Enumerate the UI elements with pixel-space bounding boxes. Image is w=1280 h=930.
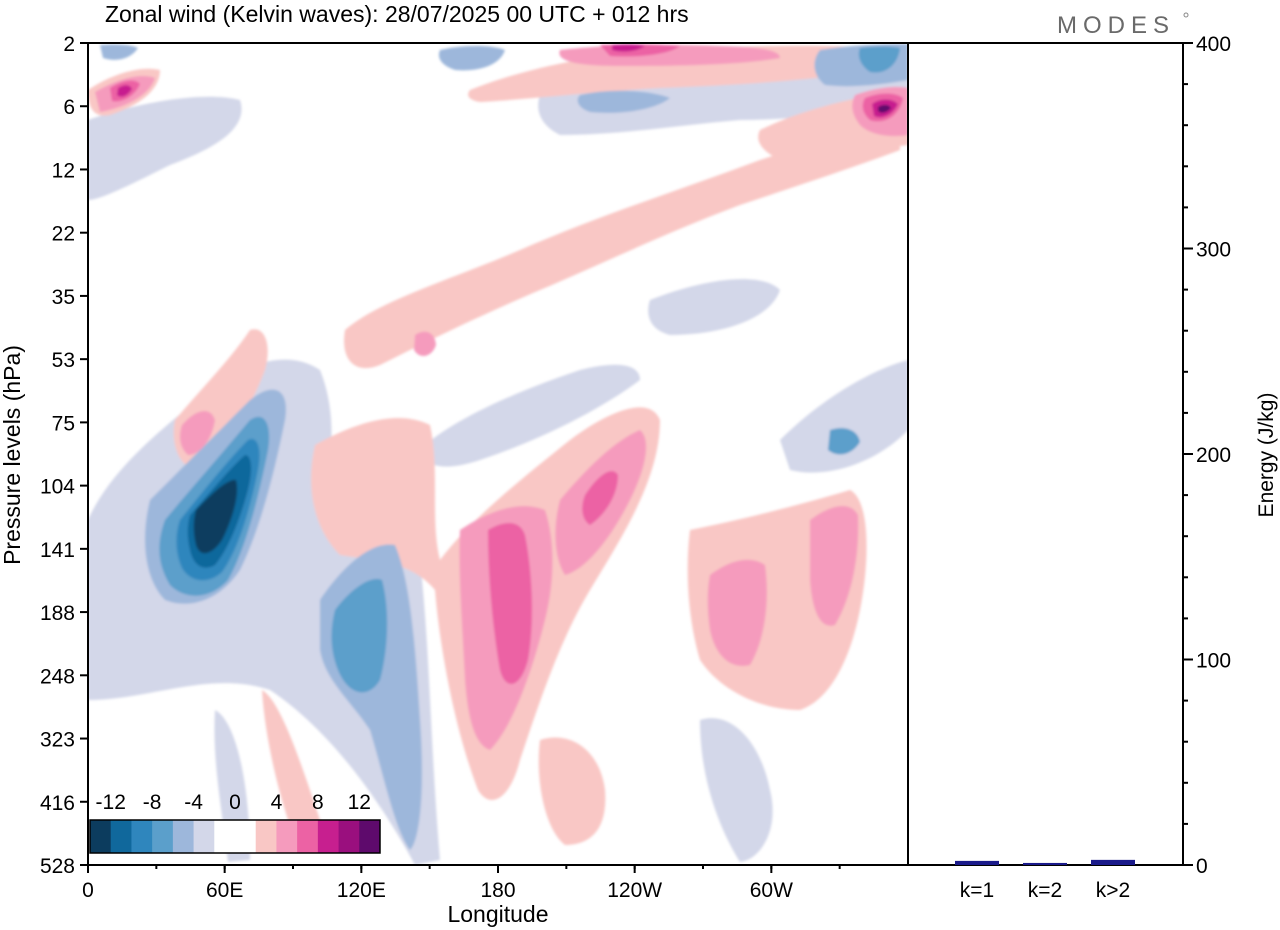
y-tick-label: 2 [63, 33, 75, 56]
x-tick-label: 180 [480, 879, 515, 902]
energy-axis-title: Energy (J/kg) [1255, 393, 1278, 518]
pos-core-right-2 [810, 505, 859, 626]
energy-category-label: k>2 [1096, 879, 1130, 902]
neg-region-right-small [828, 428, 860, 455]
brand-mark [1183, 12, 1189, 18]
x-tick-label: 120E [337, 879, 386, 902]
x-axis-title: Longitude [447, 901, 548, 927]
energy-bar [955, 860, 999, 865]
x-tick-label: 60E [206, 879, 243, 902]
energy-tick-label: 100 [1196, 650, 1231, 673]
colorbar-cell [359, 820, 381, 853]
energy-category-label: k=2 [1028, 879, 1062, 902]
colorbar: -12 -8 -4 0 4 8 12 [89, 791, 381, 854]
colorbar-cell [152, 820, 174, 853]
energy-tick-label: 400 [1196, 33, 1231, 56]
colorbar-frame [89, 819, 381, 854]
neg-core-lower-mid [331, 579, 388, 693]
y-tick-label: 6 [63, 96, 75, 119]
pos-core-small [414, 331, 436, 357]
y-tick-label: 416 [40, 792, 75, 815]
field-shapes [88, 44, 908, 865]
energy-tick-label: 0 [1196, 855, 1208, 878]
pos-region-diagonal-band [344, 130, 900, 369]
neg-region-mid [420, 364, 640, 467]
x-tick-label: 60W [750, 879, 793, 902]
y-tick-label: 188 [40, 602, 75, 625]
energy-tick-label: 300 [1196, 239, 1231, 262]
chart-title: Zonal wind (Kelvin waves): 28/07/2025 00… [105, 1, 689, 27]
neg-region-top-mid [438, 45, 505, 71]
x-tick-label: 0 [82, 879, 94, 902]
colorbar-label: 12 [348, 791, 371, 814]
y-tick-label: 53 [52, 349, 75, 372]
energy-bars [955, 859, 1135, 865]
neg-core-top-right [858, 46, 900, 73]
pos-core-inner-2 [582, 471, 618, 525]
y-tick-label: 75 [52, 412, 75, 435]
heatmap-x-axis: 0 60E 120E 180 120W 60W [82, 865, 841, 902]
energy-bar [1091, 859, 1135, 865]
pos-core-deep-3 [612, 44, 645, 52]
energy-bar [1023, 862, 1067, 865]
neg-region-row6 [577, 90, 670, 113]
colorbar-cell [338, 820, 360, 853]
y-tick-label: 141 [40, 539, 75, 562]
colorbar-cell [131, 820, 153, 853]
contour-field [88, 44, 908, 865]
pos-region-lower-left [262, 690, 323, 851]
neg-region-strip [648, 279, 780, 335]
colorbar-cell [235, 820, 257, 853]
colorbar-label: -4 [184, 791, 203, 814]
colorbar-cell [214, 820, 236, 853]
y-axis-title: Pressure levels (hPa) [0, 345, 25, 565]
pos-core-deep-2 [117, 85, 132, 97]
colorbar-label: 4 [271, 791, 283, 814]
pos-core-right [707, 559, 767, 666]
colorbar-cell [317, 820, 340, 853]
colorbar-cell [193, 820, 215, 853]
y-tick-label: 104 [40, 476, 75, 499]
brand-logo: MODES [1057, 12, 1175, 39]
pos-core-left [180, 410, 215, 455]
pos-region-upper-band [468, 45, 870, 102]
colorbar-label: -12 [96, 791, 126, 814]
energy-tick-label: 200 [1196, 444, 1231, 467]
neg-region-upper-left [88, 96, 242, 200]
colorbar-cell [90, 820, 112, 853]
colorbar-cell [172, 820, 195, 853]
pos-region-lower-small [538, 737, 606, 845]
neg-region-top-left [100, 44, 138, 60]
colorbar-label: 0 [229, 791, 241, 814]
y-tick-label: 12 [52, 159, 75, 182]
colorbar-label: 8 [312, 791, 324, 814]
colorbar-cell [276, 820, 298, 853]
x-tick-label: 120W [607, 879, 662, 902]
y-tick-label: 528 [40, 855, 75, 878]
y-tick-label: 22 [52, 223, 75, 246]
heatmap-y-axis: 2 6 12 22 35 53 75 104 141 188 248 323 416 528 [40, 33, 88, 878]
pos-core-inner [488, 523, 532, 684]
colorbar-cell [255, 820, 277, 853]
pos-core-darkest [878, 104, 891, 113]
colorbar-cell [297, 820, 319, 853]
energy-y-axis: 0 100 200 300 400 [1183, 33, 1231, 878]
colorbar-cell [110, 820, 132, 853]
colorbar-label: -8 [143, 791, 162, 814]
energy-x-labels: k=1 k=2 k>2 [960, 879, 1130, 902]
neg-region-lower-mid [700, 718, 773, 862]
y-tick-label: 323 [40, 729, 75, 752]
neg-core-darkest [193, 479, 238, 554]
y-tick-label: 248 [40, 665, 75, 688]
neg-region-right [780, 360, 908, 473]
y-tick-label: 35 [52, 286, 75, 309]
energy-category-label: k=1 [960, 879, 994, 902]
